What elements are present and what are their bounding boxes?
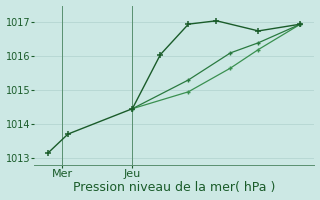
X-axis label: Pression niveau de la mer( hPa ): Pression niveau de la mer( hPa ) bbox=[73, 181, 276, 194]
